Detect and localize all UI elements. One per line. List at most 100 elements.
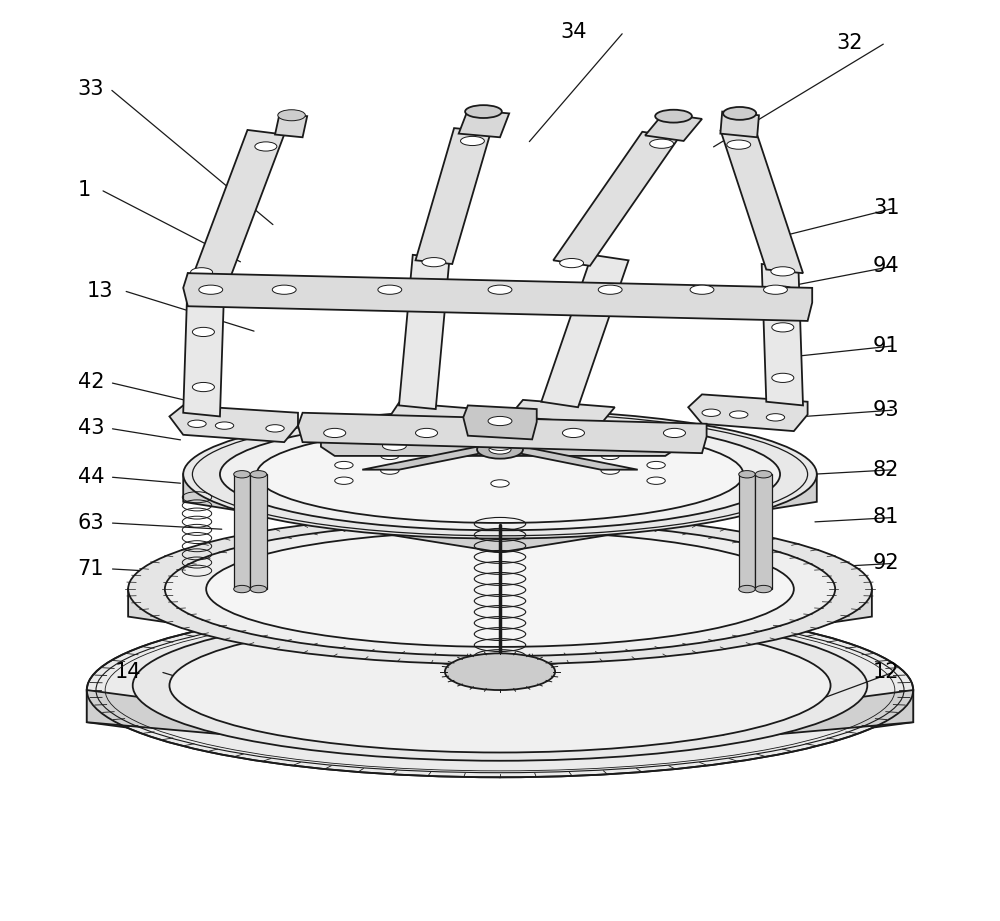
Ellipse shape: [560, 259, 584, 268]
Polygon shape: [390, 402, 491, 424]
Text: 14: 14: [114, 661, 141, 682]
Ellipse shape: [772, 322, 794, 332]
Polygon shape: [459, 110, 509, 137]
Polygon shape: [275, 113, 307, 137]
Ellipse shape: [755, 471, 772, 478]
Ellipse shape: [255, 142, 277, 151]
Ellipse shape: [739, 471, 755, 478]
Ellipse shape: [188, 420, 206, 427]
Ellipse shape: [655, 110, 692, 122]
Ellipse shape: [381, 452, 399, 460]
Text: 81: 81: [873, 507, 899, 528]
Ellipse shape: [169, 618, 831, 752]
Polygon shape: [234, 474, 250, 589]
Ellipse shape: [647, 461, 665, 469]
Text: 71: 71: [78, 559, 104, 579]
Ellipse shape: [723, 107, 756, 120]
Ellipse shape: [422, 258, 446, 267]
Ellipse shape: [378, 286, 402, 295]
Ellipse shape: [766, 414, 785, 421]
Polygon shape: [427, 435, 638, 470]
Polygon shape: [645, 113, 702, 141]
Ellipse shape: [257, 426, 743, 523]
Ellipse shape: [598, 286, 622, 295]
Ellipse shape: [594, 441, 618, 450]
Polygon shape: [463, 405, 537, 439]
Ellipse shape: [772, 286, 794, 296]
Text: 44: 44: [78, 467, 104, 487]
Ellipse shape: [461, 136, 484, 146]
Ellipse shape: [465, 105, 502, 118]
Ellipse shape: [192, 382, 214, 391]
Polygon shape: [688, 394, 808, 431]
Text: 13: 13: [87, 281, 113, 300]
Ellipse shape: [491, 480, 509, 487]
Polygon shape: [321, 435, 679, 456]
Ellipse shape: [764, 286, 787, 295]
Text: 34: 34: [561, 22, 587, 41]
Ellipse shape: [647, 477, 665, 484]
Ellipse shape: [601, 467, 619, 474]
Ellipse shape: [477, 440, 523, 459]
Ellipse shape: [739, 586, 755, 593]
Ellipse shape: [278, 110, 305, 121]
Ellipse shape: [416, 428, 438, 437]
Polygon shape: [183, 274, 812, 321]
Ellipse shape: [730, 411, 748, 418]
Polygon shape: [128, 589, 872, 671]
Polygon shape: [755, 474, 772, 589]
Polygon shape: [192, 130, 284, 281]
Polygon shape: [416, 128, 491, 264]
Ellipse shape: [488, 286, 512, 295]
Text: 63: 63: [78, 513, 104, 533]
Text: 93: 93: [873, 400, 899, 420]
Polygon shape: [250, 474, 267, 589]
Text: 92: 92: [873, 554, 899, 574]
Ellipse shape: [381, 467, 399, 474]
Ellipse shape: [215, 422, 234, 429]
Ellipse shape: [183, 410, 817, 539]
Ellipse shape: [133, 611, 867, 761]
Text: 33: 33: [78, 78, 104, 99]
Text: 1: 1: [78, 180, 91, 200]
Ellipse shape: [250, 586, 267, 593]
Ellipse shape: [199, 286, 223, 295]
Ellipse shape: [488, 416, 512, 426]
Polygon shape: [720, 111, 759, 137]
Ellipse shape: [335, 477, 353, 484]
Ellipse shape: [690, 286, 714, 295]
Ellipse shape: [489, 445, 511, 454]
Ellipse shape: [489, 428, 511, 437]
Ellipse shape: [128, 514, 872, 664]
Ellipse shape: [601, 452, 619, 460]
Ellipse shape: [727, 140, 751, 149]
Text: 12: 12: [873, 661, 899, 682]
Ellipse shape: [87, 603, 913, 777]
Text: 32: 32: [836, 33, 863, 52]
Ellipse shape: [771, 267, 795, 276]
Ellipse shape: [272, 286, 296, 295]
Ellipse shape: [382, 441, 406, 450]
Polygon shape: [87, 690, 913, 759]
Polygon shape: [720, 130, 803, 274]
Polygon shape: [762, 264, 803, 405]
Text: 43: 43: [78, 418, 104, 438]
Ellipse shape: [335, 461, 353, 469]
Ellipse shape: [192, 291, 214, 300]
Ellipse shape: [702, 409, 720, 416]
Ellipse shape: [488, 441, 512, 450]
Polygon shape: [509, 400, 615, 424]
Ellipse shape: [491, 449, 509, 457]
Text: 82: 82: [873, 460, 899, 480]
Ellipse shape: [234, 586, 250, 593]
Ellipse shape: [234, 471, 250, 478]
Ellipse shape: [755, 586, 772, 593]
Ellipse shape: [220, 418, 780, 530]
Polygon shape: [183, 474, 817, 553]
Ellipse shape: [772, 373, 794, 382]
Polygon shape: [87, 690, 913, 777]
Polygon shape: [169, 405, 298, 442]
Ellipse shape: [192, 327, 214, 336]
Ellipse shape: [650, 139, 674, 148]
Polygon shape: [399, 255, 449, 409]
